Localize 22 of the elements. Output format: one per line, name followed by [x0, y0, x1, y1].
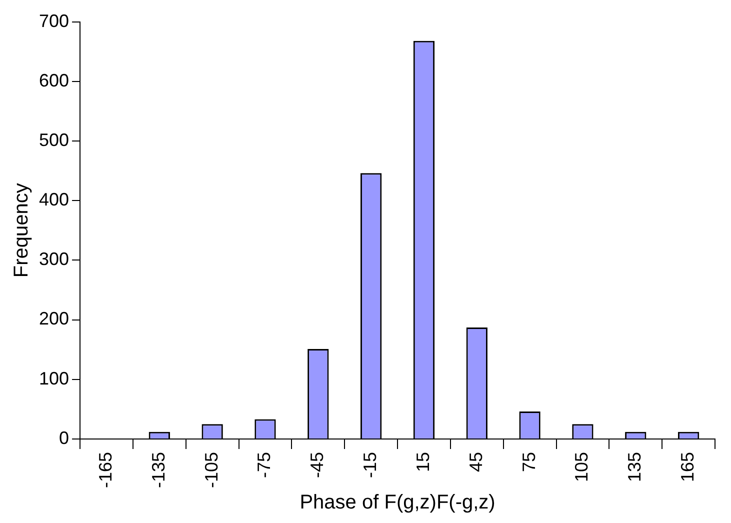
x-tick-label: 135 — [624, 452, 645, 482]
y-tick-label: 500 — [38, 130, 70, 150]
x-tick-label: -135 — [148, 452, 168, 488]
x-tick-label: 15 — [412, 452, 433, 472]
x-tick-label: -15 — [360, 452, 380, 478]
x-tick-label: -45 — [307, 452, 328, 478]
y-tick-label: 100 — [38, 368, 70, 388]
y-tick-label: 0 — [59, 428, 70, 448]
y-tick-label: 200 — [38, 308, 70, 329]
y-tick-label: 400 — [38, 190, 70, 210]
y-axis-title: Frequency — [10, 183, 33, 278]
x-tick-label: -165 — [95, 452, 116, 488]
y-tick-label: 600 — [38, 70, 70, 90]
x-tick-label: 105 — [572, 452, 592, 482]
x-tick-label: -105 — [201, 452, 222, 488]
y-tick-label: 300 — [38, 249, 70, 270]
x-tick-label: 165 — [678, 452, 698, 482]
y-tick-label: 700 — [38, 10, 70, 31]
x-axis-title: Phase of F(g,z)F(-g,z) — [300, 492, 496, 514]
x-tick-label: 45 — [466, 452, 486, 472]
x-tick-label: -75 — [254, 452, 274, 478]
x-tick-label: 75 — [518, 452, 539, 472]
